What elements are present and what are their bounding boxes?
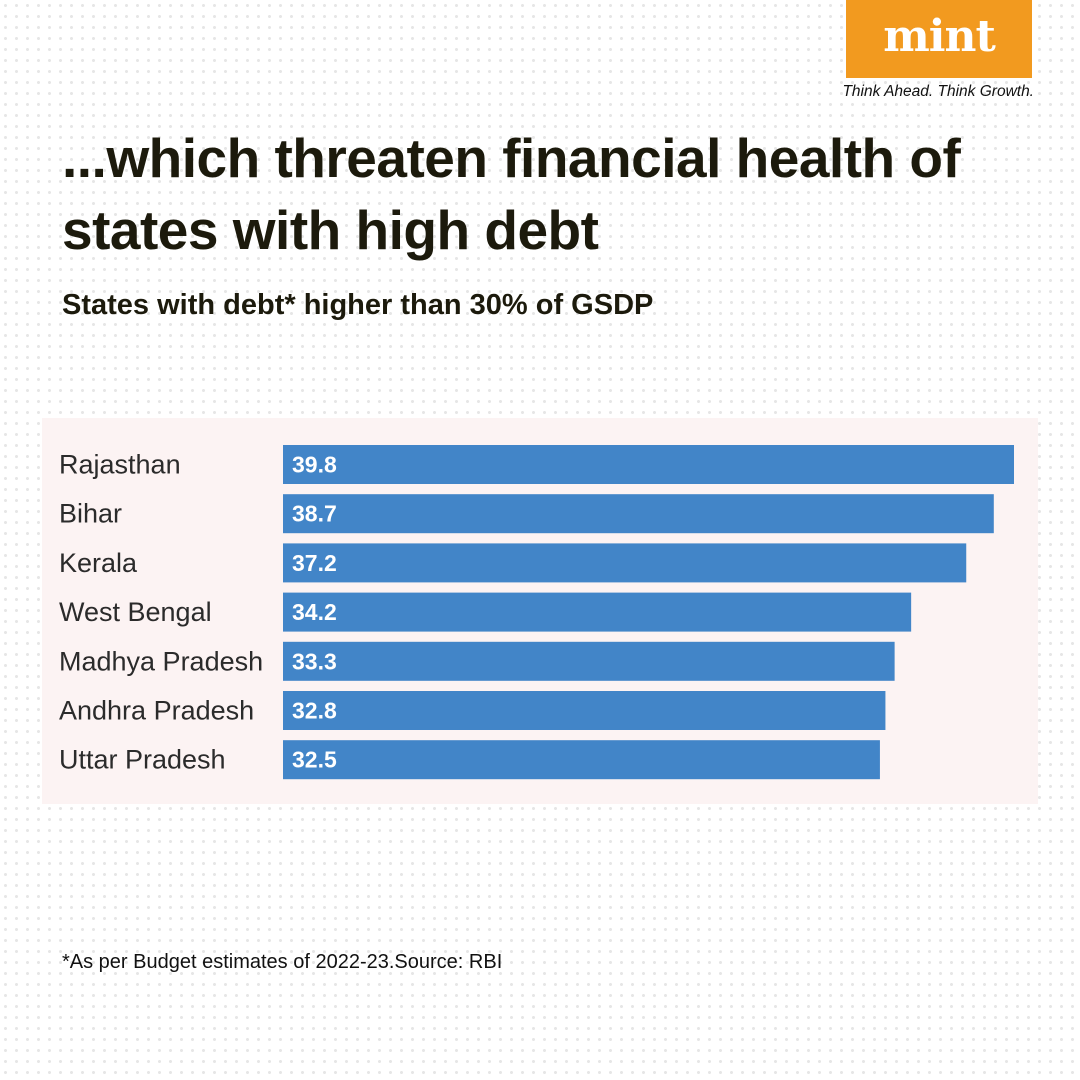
category-label: Rajasthan — [59, 450, 181, 480]
brand-tagline: Think Ahead. Think Growth. — [842, 83, 1034, 100]
chart-title: ...which threaten financial health of st… — [62, 127, 961, 261]
bar — [283, 740, 880, 780]
bar — [283, 592, 912, 632]
bar — [283, 494, 994, 534]
data-label: 39.8 — [292, 452, 337, 478]
footnote: *As per Budget estimates of 2022-23.Sour… — [62, 951, 503, 973]
mint-logo: mint — [846, 0, 1032, 78]
bar — [283, 691, 886, 730]
data-label: 32.5 — [292, 747, 337, 773]
bar — [283, 543, 967, 583]
category-label: Uttar Pradesh — [59, 745, 226, 775]
category-label: Bihar — [59, 499, 122, 529]
logo-text: mint — [883, 10, 996, 62]
bar-chart: Rajasthan 39.8 Bihar 38.7 Kerala 37.2 West Ben… — [59, 445, 1014, 780]
data-label: 33.3 — [292, 648, 337, 674]
category-label: West Bengal — [59, 597, 212, 627]
data-label: 32.8 — [292, 698, 337, 724]
category-label: Andhra Pradesh — [59, 696, 254, 726]
data-label: 34.2 — [292, 599, 337, 625]
data-label: 38.7 — [292, 501, 337, 527]
chart-subtitle: States with debt* higher than 30% of GSD… — [62, 289, 654, 321]
category-label: Madhya Pradesh — [59, 646, 263, 676]
bar — [283, 445, 1014, 484]
category-label: Kerala — [59, 548, 138, 578]
chart-panel: Rajasthan 39.8 Bihar 38.7 Kerala 37.2 West Ben… — [42, 418, 1038, 804]
data-label: 37.2 — [292, 550, 337, 576]
bar — [283, 641, 895, 681]
